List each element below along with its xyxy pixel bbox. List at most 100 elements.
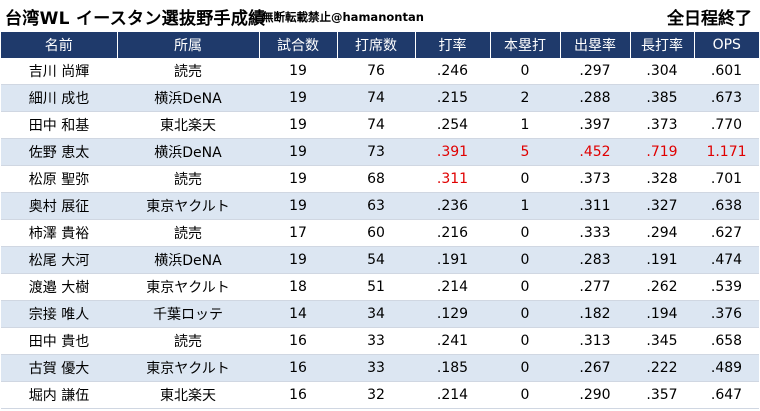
home-runs-cell: 0 xyxy=(490,165,560,193)
player-name: 田中 和基 xyxy=(1,111,117,139)
ops-cell: .647 xyxy=(694,381,759,409)
player-name: 宗接 唯人 xyxy=(1,300,117,328)
slugging-cell: .194 xyxy=(630,300,694,328)
player-name: 柿澤 貴裕 xyxy=(1,219,117,247)
home-runs-cell: 1 xyxy=(490,192,560,220)
player-name: 佐野 恵太 xyxy=(1,138,117,166)
games-cell: 16 xyxy=(259,354,337,382)
team-name: 東京ヤクルト xyxy=(117,273,259,301)
ops-cell: .638 xyxy=(694,192,759,220)
slugging-cell: .304 xyxy=(630,58,694,85)
plate-appearances-cell: 74 xyxy=(337,111,415,139)
games-cell: 19 xyxy=(259,165,337,193)
table-row[interactable]: 古賀 優大 東京ヤクルト 16 33.185 0.267.222.489 xyxy=(1,354,759,382)
batting-average-cell: .191 xyxy=(415,246,490,274)
player-name: 松尾 大河 xyxy=(1,246,117,274)
slugging-cell: .385 xyxy=(630,84,694,112)
team-name: 千葉ロッテ xyxy=(117,300,259,328)
column-header-name[interactable]: 名前 xyxy=(1,32,117,58)
plate-appearances-cell: 33 xyxy=(337,354,415,382)
batting-average-cell: .215 xyxy=(415,84,490,112)
column-header-on-base-percentage[interactable]: 出塁率 xyxy=(559,32,630,58)
games-cell: 19 xyxy=(259,246,337,274)
team-name: 東京ヤクルト xyxy=(117,192,259,220)
plate-appearances-cell: 32 xyxy=(337,381,415,409)
table-row[interactable]: 渡邉 大樹 東京ヤクルト 18 51.214 0.277.262.539 xyxy=(1,273,759,301)
team-name: 東北楽天 xyxy=(117,381,259,409)
batting-average-cell: .241 xyxy=(415,327,490,355)
games-cell: 18 xyxy=(259,273,337,301)
player-name: 古賀 優大 xyxy=(1,354,117,382)
ops-cell: .539 xyxy=(694,273,759,301)
batting-average-cell: .311 xyxy=(415,165,490,193)
ops-cell: 1.171 xyxy=(694,138,759,166)
table-row[interactable]: 松尾 大河 横浜DeNA 19 54.191 0.283.191.474 xyxy=(1,246,759,274)
home-runs-cell: 0 xyxy=(490,381,560,409)
slugging-cell: .262 xyxy=(630,273,694,301)
column-header-slugging[interactable]: 長打率 xyxy=(629,32,694,58)
table-row[interactable]: 田中 貴也 読売 16 33.241 0.313.345.658 xyxy=(1,327,759,355)
home-runs-cell: 2 xyxy=(490,84,560,112)
page-title: 台湾WL イースタン選抜野手成績 xyxy=(5,9,266,29)
home-runs-cell: 0 xyxy=(490,219,560,247)
ops-cell: .376 xyxy=(694,300,759,328)
games-cell: 19 xyxy=(259,58,337,85)
on-base-percentage-cell: .397 xyxy=(560,111,630,139)
ops-cell: .601 xyxy=(694,58,759,85)
on-base-percentage-cell: .313 xyxy=(560,327,630,355)
plate-appearances-cell: 33 xyxy=(337,327,415,355)
ops-cell: .701 xyxy=(694,165,759,193)
table-row[interactable]: 細川 成也 横浜DeNA 19 74.215 2.288.385.673 xyxy=(1,84,759,112)
plate-appearances-cell: 68 xyxy=(337,165,415,193)
on-base-percentage-cell: .288 xyxy=(560,84,630,112)
games-cell: 14 xyxy=(259,300,337,328)
player-name: 奥村 展征 xyxy=(1,192,117,220)
on-base-percentage-cell: .283 xyxy=(560,246,630,274)
table-row[interactable]: 松原 聖弥 読売 19 68.311 0.373.328.701 xyxy=(1,165,759,193)
games-cell: 16 xyxy=(259,381,337,409)
column-header-team[interactable]: 所属 xyxy=(116,32,259,58)
column-header-batting-average[interactable]: 打率 xyxy=(414,32,490,58)
table-row[interactable]: 堀内 謙伍 東北楽天 16 32.214 0.290.357.647 xyxy=(1,381,759,409)
ops-cell: .474 xyxy=(694,246,759,274)
ops-cell: .658 xyxy=(694,327,759,355)
slugging-cell: .345 xyxy=(630,327,694,355)
table-row[interactable]: 佐野 恵太 横浜DeNA 19 73.391 5.452.719 1.171 xyxy=(1,138,759,166)
home-runs-cell: 0 xyxy=(490,246,560,274)
plate-appearances-cell: 34 xyxy=(337,300,415,328)
team-name: 読売 xyxy=(117,165,259,193)
plate-appearances-cell: 73 xyxy=(337,138,415,166)
on-base-percentage-cell: .311 xyxy=(560,192,630,220)
ops-cell: .489 xyxy=(694,354,759,382)
plate-appearances-cell: 60 xyxy=(337,219,415,247)
column-header-home-runs[interactable]: 本塁打 xyxy=(489,32,560,58)
column-header-plate-appearances[interactable]: 打席数 xyxy=(336,32,415,58)
home-runs-cell: 0 xyxy=(490,58,560,85)
batting-average-cell: .214 xyxy=(415,273,490,301)
on-base-percentage-cell: .297 xyxy=(560,58,630,85)
home-runs-cell: 0 xyxy=(490,300,560,328)
batting-average-cell: .185 xyxy=(415,354,490,382)
home-runs-cell: 0 xyxy=(490,273,560,301)
plate-appearances-cell: 63 xyxy=(337,192,415,220)
team-name: 横浜DeNA xyxy=(117,246,259,274)
games-cell: 19 xyxy=(259,84,337,112)
table-row[interactable]: 田中 和基 東北楽天 19 74.254 1.397.373.770 xyxy=(1,111,759,139)
batting-average-cell: .129 xyxy=(415,300,490,328)
on-base-percentage-cell: .267 xyxy=(560,354,630,382)
games-cell: 17 xyxy=(259,219,337,247)
table-row[interactable]: 奥村 展征 東京ヤクルト 19 63.236 1.311.327.638 xyxy=(1,192,759,220)
table-row[interactable]: 吉川 尚輝 読売 19 76.246 0.297.304.601 xyxy=(1,58,759,85)
column-header-ops[interactable]: OPS xyxy=(693,32,759,58)
team-name: 読売 xyxy=(117,58,259,85)
on-base-percentage-cell: .452 xyxy=(560,138,630,166)
column-header-games[interactable]: 試合数 xyxy=(258,32,337,58)
home-runs-cell: 1 xyxy=(490,111,560,139)
games-cell: 19 xyxy=(259,192,337,220)
table-row[interactable]: 宗接 唯人 千葉ロッテ 14 34.129 0.182.194.376 xyxy=(1,300,759,328)
copyright-notice: 無断転載禁止@hamanontan xyxy=(262,10,424,24)
home-runs-cell: 0 xyxy=(490,327,560,355)
games-cell: 19 xyxy=(259,111,337,139)
table-row[interactable]: 柿澤 貴裕 読売 17 60.216 0.333.294.627 xyxy=(1,219,759,247)
table-header-row: 名前 所属 試合数 打席数 打率 本塁打 出塁率 長打率 OPS xyxy=(1,32,759,58)
